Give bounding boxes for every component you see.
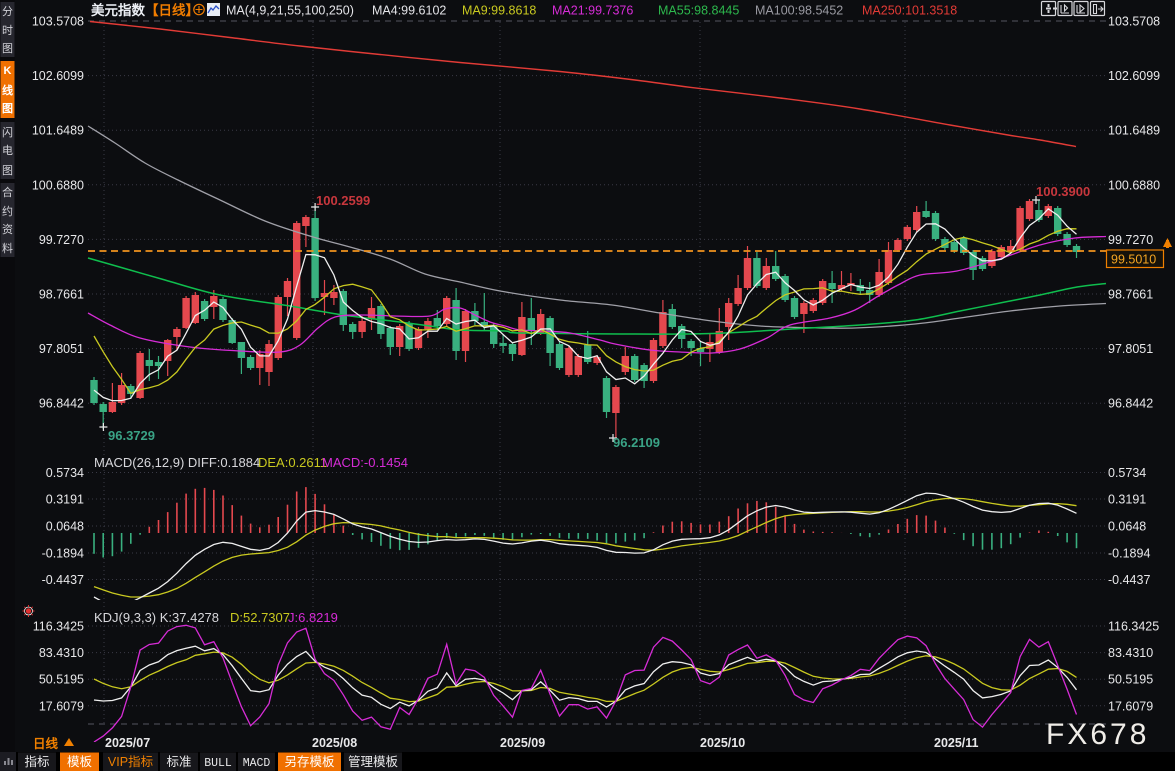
svg-text:【日线】: 【日线】 [145,2,199,18]
svg-text:BULL: BULL [204,757,232,770]
svg-text:另存模板: 另存模板 [284,755,335,769]
svg-text:17.6079: 17.6079 [1108,699,1153,713]
svg-text:DEA:0.2611: DEA:0.2611 [258,455,327,470]
svg-text:17.6079: 17.6079 [39,699,84,713]
svg-text:MA55:98.8445: MA55:98.8445 [658,4,739,18]
svg-text:VIP指标: VIP指标 [108,754,153,769]
svg-text:2025/09: 2025/09 [500,736,545,750]
svg-text:98.7661: 98.7661 [1108,288,1153,302]
svg-text:116.3425: 116.3425 [1108,620,1159,634]
svg-text:MA100:98.5452: MA100:98.5452 [755,4,843,18]
svg-text:100.2599: 100.2599 [316,193,370,208]
svg-text:-0.4437: -0.4437 [42,573,84,587]
svg-text:0.3191: 0.3191 [1108,493,1146,507]
svg-text:2025/07: 2025/07 [105,736,150,750]
svg-text:时: 时 [2,24,13,37]
svg-text:100.3900: 100.3900 [1036,184,1090,199]
svg-text:50.5195: 50.5195 [39,673,84,687]
svg-text:MA21:99.7376: MA21:99.7376 [552,4,633,18]
svg-text:约: 约 [2,205,13,218]
svg-text:97.8051: 97.8051 [39,342,84,356]
svg-text:100.6880: 100.6880 [1108,178,1160,192]
svg-text:103.5708: 103.5708 [32,15,84,29]
svg-text:0.5734: 0.5734 [1108,466,1146,480]
svg-text:0.0648: 0.0648 [1108,520,1146,534]
svg-text:2025/10: 2025/10 [700,736,745,750]
svg-text:美元指数: 美元指数 [91,2,145,18]
svg-text:闪: 闪 [2,125,13,139]
svg-text:料: 料 [2,241,13,255]
svg-text:图: 图 [2,102,13,115]
svg-text:96.8442: 96.8442 [1108,397,1153,411]
svg-text:MA9:99.8618: MA9:99.8618 [462,4,536,18]
svg-text:50.5195: 50.5195 [1108,673,1153,687]
svg-text:管理模板: 管理模板 [348,754,399,769]
svg-text:MACD: MACD [243,757,271,770]
svg-text:指标: 指标 [24,754,49,769]
svg-text:96.8442: 96.8442 [39,397,84,411]
svg-text:分: 分 [2,5,13,18]
svg-text:0.0648: 0.0648 [46,520,84,534]
svg-text:99.7270: 99.7270 [1108,233,1153,247]
svg-text:97.8051: 97.8051 [1108,342,1153,356]
svg-text:101.6489: 101.6489 [1108,124,1160,138]
svg-text:0.5734: 0.5734 [46,466,84,480]
svg-text:模板: 模板 [67,755,93,769]
svg-text:K: K [4,65,12,77]
svg-text:MACD(26,12,9) DIFF:0.1884: MACD(26,12,9) DIFF:0.1884 [94,455,260,470]
svg-text:103.5708: 103.5708 [1108,15,1160,29]
svg-text:图: 图 [2,42,13,55]
svg-text:2025/08: 2025/08 [312,736,357,750]
svg-text:116.3425: 116.3425 [33,620,84,634]
svg-text:D:52.7307: D:52.7307 [230,610,290,625]
svg-text:MA4:99.6102: MA4:99.6102 [372,4,446,18]
svg-text:-0.4437: -0.4437 [1108,573,1150,587]
svg-text:合: 合 [2,185,13,199]
svg-text:MA250:101.3518: MA250:101.3518 [862,4,957,18]
svg-text:2025/11: 2025/11 [934,736,979,750]
svg-text:-0.1894: -0.1894 [1108,547,1150,561]
svg-text:日线: 日线 [33,736,59,751]
svg-text:MA(4,9,21,55,100,250): MA(4,9,21,55,100,250) [226,4,354,18]
svg-text:102.6099: 102.6099 [1108,69,1160,83]
svg-text:KDJ(9,3,3) K:37.4278: KDJ(9,3,3) K:37.4278 [94,610,219,625]
svg-text:MACD:-0.1454: MACD:-0.1454 [322,455,408,470]
svg-text:100.6880: 100.6880 [32,178,84,192]
svg-text:98.7661: 98.7661 [39,288,84,302]
svg-text:线: 线 [2,83,13,97]
svg-text:资: 资 [2,223,13,236]
svg-text:电: 电 [2,144,13,157]
svg-text:101.6489: 101.6489 [32,124,84,138]
svg-text:102.6099: 102.6099 [32,69,84,83]
svg-text:图: 图 [2,164,13,177]
svg-text:0.3191: 0.3191 [46,493,84,507]
svg-text:83.4310: 83.4310 [1108,646,1153,660]
svg-text:99.7270: 99.7270 [39,233,84,247]
svg-text:-0.1894: -0.1894 [42,547,84,561]
svg-text:FX678: FX678 [1046,718,1149,751]
svg-text:J:6.8219: J:6.8219 [288,610,338,625]
svg-text:83.4310: 83.4310 [39,646,84,660]
svg-text:标准: 标准 [166,755,191,769]
svg-text:96.3729: 96.3729 [108,428,155,443]
svg-text:99.5010: 99.5010 [1111,253,1156,267]
svg-text:96.2109: 96.2109 [613,435,660,450]
